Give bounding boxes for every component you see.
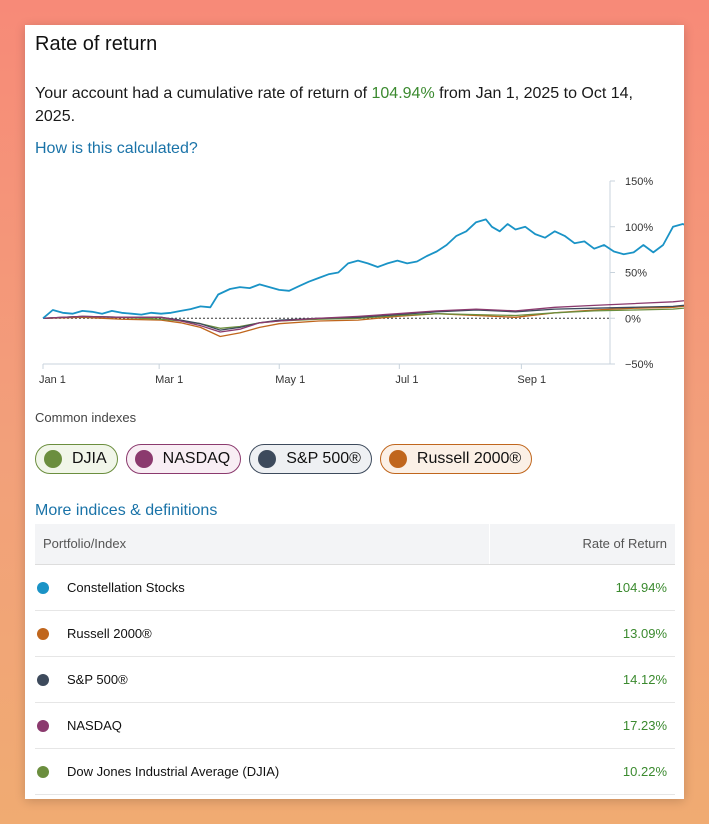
pill-label: S&P 500®: [286, 450, 361, 467]
x-tick-label: Mar 1: [155, 374, 183, 386]
x-tick-label: Jan 1: [39, 374, 66, 386]
common-indexes-label: Common indexes: [35, 410, 137, 425]
table-header: Portfolio/Index Rate of Return: [35, 524, 675, 565]
row-color-dot: [37, 719, 49, 732]
rate-of-return-chart: 150% 100% 50% 0% −50% Jan 1 Mar 1 May 1 Jul 1 Sep…: [39, 176, 684, 386]
header-portfolio: Portfolio/Index: [35, 524, 490, 564]
row-color-dot: [37, 581, 49, 594]
index-pill[interactable]: S&P 500®: [249, 444, 372, 474]
series-line-nasdaq: [42, 300, 684, 333]
y-tick-label: 100%: [625, 222, 653, 234]
table-row: Russell 2000® 13.09%: [35, 611, 675, 657]
row-value: 14.12%: [622, 672, 667, 687]
pill-color-dot: [258, 450, 277, 468]
more-indices-link[interactable]: More indices & definitions: [35, 502, 218, 519]
row-name: Russell 2000®: [67, 626, 152, 641]
header-rate: Rate of Return: [582, 536, 667, 551]
row-value: 13.09%: [622, 626, 667, 641]
how-calculated-link[interactable]: How is this calculated?: [35, 140, 198, 157]
x-tick-label: Sep 1: [517, 374, 546, 386]
rate-of-return-card: Rate of return Your account had a cumula…: [25, 25, 684, 799]
y-tick-label: 50%: [625, 268, 647, 280]
pill-color-dot: [44, 450, 62, 468]
table-row: Constellation Stocks 104.94%: [35, 565, 675, 611]
index-pill[interactable]: NASDAQ: [125, 444, 242, 474]
summary-pct: 104.94%: [371, 85, 435, 102]
summary-prefix: Your account had a cumulative rate of re…: [35, 85, 372, 102]
pill-color-dot: [134, 450, 153, 468]
pill-label: NASDAQ: [162, 450, 231, 467]
y-tick-label: 0%: [625, 313, 641, 325]
table-row: Dow Jones Industrial Average (DJIA) 10.22…: [35, 749, 675, 795]
row-value: 17.23%: [622, 718, 667, 733]
table-row: S&P 500® 14.12%: [35, 657, 675, 703]
row-color-dot: [37, 627, 49, 640]
pill-color-dot: [388, 450, 407, 468]
y-tick-label: 150%: [625, 176, 653, 188]
row-value: 104.94%: [615, 580, 667, 595]
summary-text: Your account had a cumulative rate of re…: [35, 82, 665, 128]
index-pills: DJIA NASDAQ S&P 500® Russell 2000®: [35, 444, 533, 474]
row-name: NASDAQ: [67, 718, 122, 733]
summary-suffix: from Jan 1, 2025 to Oct 14, 2025.: [35, 85, 633, 125]
table-body: Constellation Stocks 104.94% Russell 2000®…: [35, 565, 675, 795]
row-name: Dow Jones Industrial Average (DJIA): [67, 764, 280, 779]
index-pill[interactable]: Russell 2000®: [379, 444, 533, 474]
card-title: Rate of return: [35, 33, 158, 55]
returns-table: Portfolio/Index Rate of Return Constella…: [35, 524, 675, 795]
row-name: S&P 500®: [67, 672, 128, 687]
row-value: 10.22%: [622, 764, 667, 779]
row-color-dot: [37, 673, 49, 686]
row-name: Constellation Stocks: [67, 580, 185, 595]
x-tick-label: Jul 1: [395, 374, 418, 386]
y-tick-label: −50%: [625, 359, 654, 371]
row-color-dot: [37, 765, 49, 778]
pill-label: Russell 2000®: [416, 450, 522, 467]
x-tick-label: May 1: [275, 374, 305, 386]
series-line-russell-2000-: [42, 305, 684, 338]
pill-label: DJIA: [72, 450, 107, 467]
index-pill[interactable]: DJIA: [35, 444, 118, 474]
series-line-djia: [42, 307, 684, 329]
table-row: NASDAQ 17.23%: [35, 703, 675, 749]
series-line-constellation-stocks: [42, 218, 684, 319]
